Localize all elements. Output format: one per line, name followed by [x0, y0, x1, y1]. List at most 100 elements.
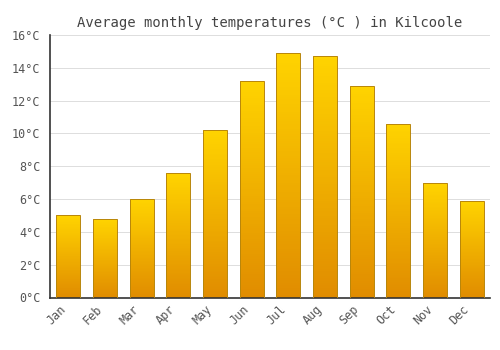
- Bar: [350, 86, 374, 88]
- Bar: [423, 194, 447, 195]
- Bar: [313, 124, 337, 126]
- Bar: [240, 246, 264, 248]
- Bar: [350, 132, 374, 134]
- Bar: [350, 113, 374, 116]
- Bar: [460, 255, 483, 256]
- Bar: [240, 280, 264, 282]
- Bar: [386, 211, 410, 212]
- Bar: [386, 214, 410, 216]
- Bar: [130, 237, 154, 238]
- Bar: [240, 96, 264, 98]
- Bar: [276, 65, 300, 68]
- Bar: [93, 265, 117, 266]
- Bar: [276, 90, 300, 92]
- Bar: [460, 202, 483, 203]
- Bar: [350, 196, 374, 198]
- Bar: [313, 107, 337, 110]
- Bar: [313, 66, 337, 68]
- Bar: [350, 236, 374, 238]
- Bar: [203, 229, 227, 231]
- Bar: [386, 177, 410, 179]
- Bar: [423, 277, 447, 278]
- Bar: [56, 221, 80, 222]
- Bar: [130, 232, 154, 233]
- Bar: [276, 56, 300, 58]
- Bar: [240, 232, 264, 235]
- Bar: [166, 254, 190, 255]
- Bar: [203, 264, 227, 266]
- Bar: [276, 148, 300, 151]
- Bar: [93, 285, 117, 286]
- Bar: [350, 247, 374, 249]
- Bar: [460, 241, 483, 242]
- Bar: [460, 260, 483, 261]
- Bar: [313, 76, 337, 78]
- Bar: [460, 226, 483, 227]
- Bar: [240, 81, 264, 83]
- Bar: [386, 157, 410, 158]
- Bar: [56, 219, 80, 220]
- Bar: [350, 274, 374, 276]
- Bar: [166, 209, 190, 210]
- Bar: [166, 184, 190, 185]
- Bar: [460, 274, 483, 275]
- Bar: [313, 162, 337, 165]
- Bar: [313, 95, 337, 97]
- Bar: [130, 284, 154, 285]
- Bar: [203, 216, 227, 217]
- Bar: [423, 193, 447, 194]
- Bar: [166, 226, 190, 228]
- Bar: [350, 99, 374, 101]
- Bar: [130, 207, 154, 208]
- Bar: [460, 230, 483, 231]
- Bar: [460, 282, 483, 283]
- Bar: [276, 99, 300, 102]
- Bar: [240, 181, 264, 183]
- Bar: [240, 135, 264, 137]
- Bar: [313, 244, 337, 247]
- Bar: [166, 266, 190, 267]
- Bar: [460, 279, 483, 280]
- Bar: [423, 271, 447, 272]
- Bar: [130, 272, 154, 273]
- Bar: [166, 250, 190, 251]
- Bar: [166, 180, 190, 182]
- Bar: [203, 167, 227, 169]
- Bar: [166, 205, 190, 206]
- Bar: [130, 262, 154, 263]
- Bar: [423, 210, 447, 211]
- Bar: [313, 228, 337, 230]
- Bar: [203, 254, 227, 256]
- Bar: [166, 264, 190, 265]
- Bar: [350, 293, 374, 295]
- Bar: [350, 107, 374, 109]
- Bar: [423, 266, 447, 268]
- Bar: [276, 280, 300, 283]
- Bar: [130, 209, 154, 210]
- Bar: [276, 144, 300, 146]
- Bar: [423, 218, 447, 219]
- Bar: [56, 281, 80, 282]
- Bar: [423, 292, 447, 293]
- Bar: [460, 291, 483, 292]
- Bar: [460, 215, 483, 216]
- Bar: [276, 207, 300, 210]
- Bar: [166, 260, 190, 261]
- Bar: [276, 212, 300, 215]
- Bar: [313, 184, 337, 187]
- Bar: [386, 131, 410, 132]
- Bar: [240, 295, 264, 298]
- Bar: [386, 150, 410, 152]
- Bar: [166, 179, 190, 180]
- Bar: [313, 85, 337, 88]
- Bar: [386, 165, 410, 167]
- Bar: [423, 264, 447, 265]
- Bar: [203, 227, 227, 229]
- Bar: [166, 178, 190, 179]
- Bar: [93, 220, 117, 221]
- Bar: [423, 273, 447, 274]
- Bar: [313, 133, 337, 136]
- Bar: [240, 276, 264, 278]
- Bar: [203, 266, 227, 267]
- Bar: [56, 249, 80, 250]
